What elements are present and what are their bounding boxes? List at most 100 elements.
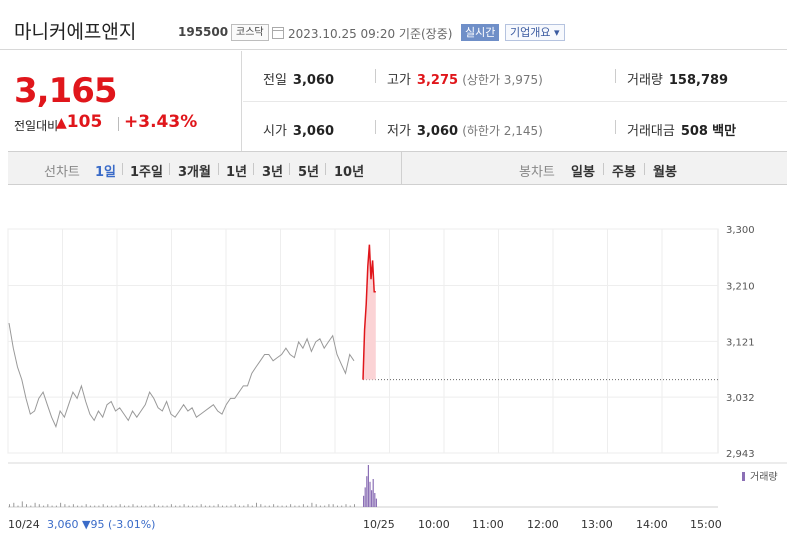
volume-bar [111,505,113,507]
volume-bar [145,505,147,507]
volume-bar [285,505,287,507]
volume-bar [9,504,10,507]
volume-bar [204,505,206,507]
volume-bar [72,504,74,507]
volume-bar [256,502,257,507]
volume-bar [290,504,292,507]
stock-name[interactable]: 마니커에프앤지 [14,21,137,43]
low-price: 저가 3,060 (하한가 2,145) [387,124,543,139]
tab-weekly[interactable]: 주봉 [612,165,636,180]
volume-legend: 거래량 [750,471,778,483]
volume-bar [64,504,66,507]
volume-bar [30,505,32,507]
volume-bar [217,504,219,507]
today-series [362,244,376,380]
volume-bar-today [374,493,376,507]
current-price: 3,165 [14,71,118,111]
volume-bar [213,505,215,507]
market-badge: 코스닥 [231,24,269,41]
company-info-dropdown[interactable]: 기업개요 ▾ [505,24,565,41]
volume-bar [281,505,283,507]
volume-bar [315,504,317,507]
tab-10year[interactable]: 10년 [334,165,365,180]
volume-bar [324,505,326,507]
tab-3month[interactable]: 3개월 [178,165,211,180]
volume-bar [175,505,177,507]
diff-value: 105 [66,112,103,132]
volume-stat: 거래량 158,789 [627,73,729,88]
volume-bar [226,505,228,507]
volume-bar-today [363,495,365,507]
volume-bar [98,505,100,507]
volume-bar [47,504,49,507]
divider [375,69,376,83]
volume-bar-today [372,479,374,507]
tab-daily[interactable]: 일봉 [571,165,595,180]
volume-bar [264,505,266,507]
candle-chart-label: 봉차트 [519,165,555,180]
volume-bars [9,465,377,507]
volume-bar [166,505,168,507]
x-tick-label: 10/24 [8,518,40,531]
prev-close: 전일 3,060 [263,73,335,88]
volume-bar [298,505,300,507]
volume-bar [81,505,83,507]
y-tick-label: 3,121 [726,337,755,348]
divider [118,117,119,131]
volume-bar [13,502,15,507]
y-tick-label: 3,300 [726,225,755,236]
x-axis-ticks: 10/24 10/25 10:00 11:00 12:00 13:00 14:00 15:00 [8,518,722,531]
tab-1day[interactable]: 1일 [95,165,117,180]
volume-bar [115,505,117,507]
x-tick-label: 10:00 [418,518,450,531]
volume-bar [328,504,330,507]
volume-bar-today [375,498,377,507]
volume-bar [243,505,245,507]
volume-legend-swatch [742,472,745,481]
volume-bar [21,501,23,507]
volume-bar [268,505,270,507]
divider [615,69,616,83]
x-tick-label: 12:00 [527,518,559,531]
realtime-badge[interactable]: 실시간 [461,24,500,41]
volume-bar [247,504,249,507]
tab-5year[interactable]: 5년 [298,165,320,180]
prev-day-line [8,323,718,429]
prev-day-series [8,323,355,429]
tab-3year[interactable]: 3년 [262,165,284,180]
volume-bar [239,505,240,507]
volume-bar [124,505,125,507]
volume-bar [302,504,304,507]
stock-header: 마니커에프앤지 195500 코스닥 2023.10.25 09:20 기준(장… [0,0,787,50]
timestamp: 2023.10.25 09:20 기준(장중) [288,27,453,41]
divider [375,120,376,134]
volume-bar [170,504,172,507]
volume-bar [17,505,19,507]
x-tick-label: 13:00 [581,518,613,531]
volume-bar [222,505,223,507]
y-axis-ticks: 3,300 3,210 3,121 3,032 2,943 [726,225,755,460]
volume-bar-today [371,490,373,507]
tab-1week[interactable]: 1주일 [130,165,163,180]
x-tick-label: 11:00 [472,518,504,531]
price-stats: 전일 3,060 고가 3,275 (상한가 3,975) 거래량 158,789 시… [243,51,787,151]
volume-bar [307,505,309,507]
volume-bar [77,505,79,507]
volume-bar [51,505,53,507]
volume-bar [179,505,181,507]
volume-bar [260,504,262,507]
today-area [363,244,376,380]
volume-bar [55,505,57,507]
volume-bar [119,504,121,507]
y-tick-label: 3,210 [726,281,755,292]
calendar-icon [272,27,284,39]
volume-bar [251,505,253,507]
volume-bar [43,505,45,507]
y-tick-label: 3,032 [726,393,755,404]
volume-bar-today [369,481,371,507]
volume-bar [337,505,338,507]
volume-bar [354,504,355,507]
volume-bar [128,505,130,507]
tab-1year[interactable]: 1년 [226,165,248,180]
tab-monthly[interactable]: 월봉 [653,165,677,180]
